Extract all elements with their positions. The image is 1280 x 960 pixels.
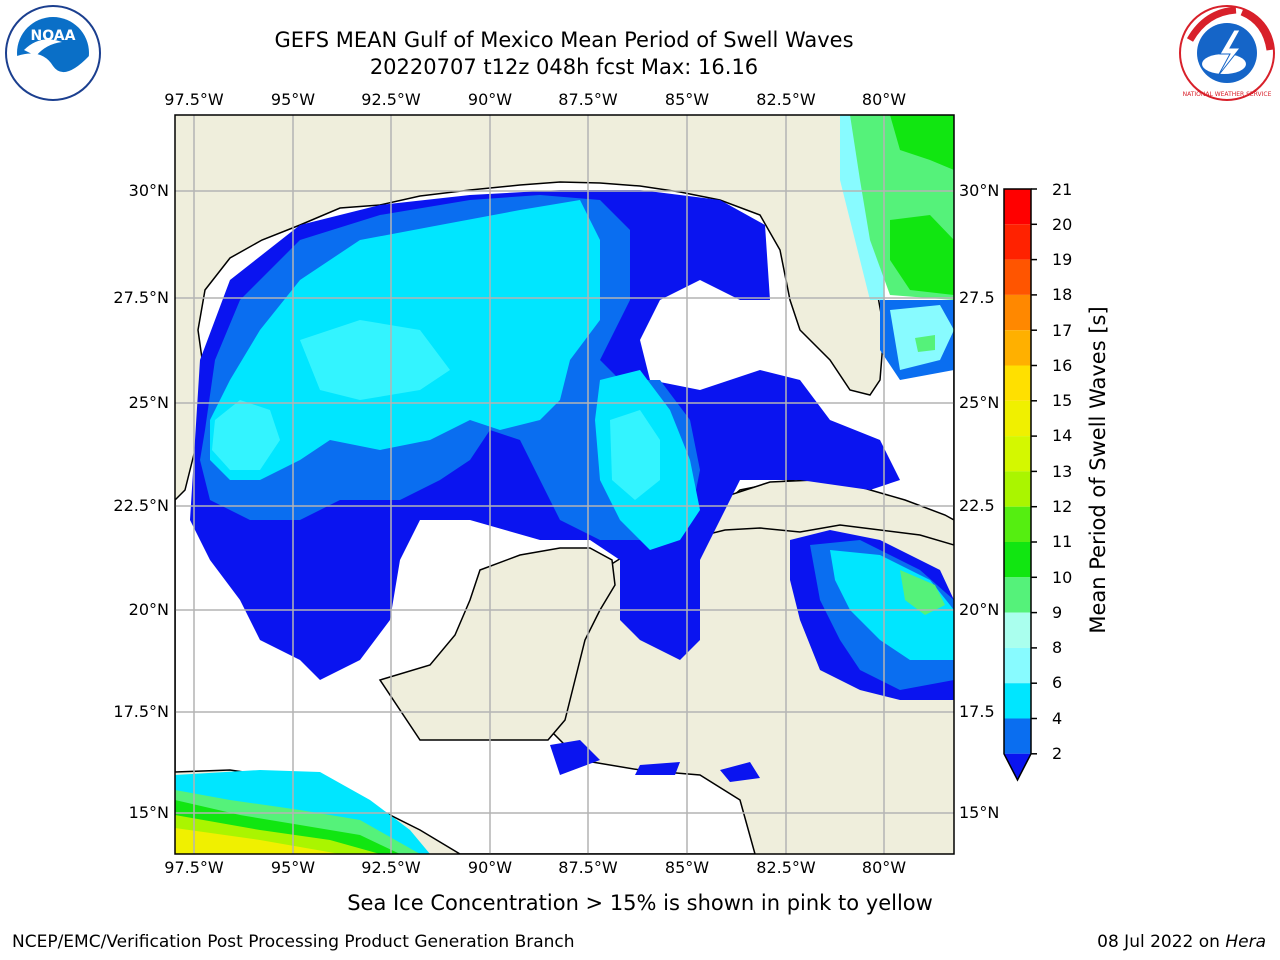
colorbar-tick: 17 (1052, 321, 1073, 340)
noaa-logo-text: NOAA (31, 28, 76, 44)
lat-tick-left: 25°N (128, 393, 169, 412)
lat-tick-left: 15°N (128, 803, 169, 822)
lat-tick-left: 17.5°N (113, 702, 169, 721)
cuba-land (699, 479, 954, 546)
lon-tick-bottom: 82.5°W (756, 858, 816, 877)
colorbar-tick: 4 (1052, 709, 1063, 728)
sea-ice-caption: Sea Ice Concentration > 15% is shown in … (0, 891, 1280, 915)
lat-tick-right: 30°N (959, 181, 1000, 200)
colorbar-label: Mean Period of Swell Waves [s] (1086, 306, 1110, 634)
lat-tick-right: 27.5 (959, 288, 995, 307)
colorbar-tick: 21 (1052, 180, 1073, 199)
map-frame (174, 114, 955, 855)
map-subtitle: 20220707 t12z 048h fcst Max: 16.16 (369, 55, 759, 79)
lon-tick-top: 97.5°W (164, 90, 224, 109)
lon-tick-top: 80°W (861, 90, 907, 109)
colorbar-tick: 20 (1052, 215, 1073, 234)
colorbar-tick: 10 (1052, 568, 1073, 587)
colorbar-tick: 15 (1052, 391, 1073, 410)
lon-tick-top: 82.5°W (756, 90, 816, 109)
noaa-logo: NOAA (5, 5, 101, 101)
lat-tick-left: 30°N (128, 181, 169, 200)
colorbar-tick: 14 (1052, 426, 1073, 445)
lat-tick-left: 22.5°N (113, 496, 169, 515)
colorbar-tick: 11 (1052, 532, 1073, 551)
lon-tick-bottom: 85°W (664, 858, 710, 877)
lat-tick-left: 20°N (128, 600, 169, 619)
lat-tick-right: 17.5 (959, 702, 995, 721)
colorbar-tick: 2 (1052, 744, 1063, 763)
footer-credit: NCEP/EMC/Verification Post Processing Pr… (12, 932, 575, 952)
lon-tick-top: 90°W (467, 90, 513, 109)
colorbar-tick: 8 (1052, 638, 1063, 657)
footer-date-text: 08 Jul 2022 on (1097, 932, 1226, 952)
yucatan-land (378, 547, 616, 741)
lat-tick-right: 25°N (959, 393, 1000, 412)
lon-tick-bottom: 92.5°W (361, 858, 421, 877)
lon-tick-bottom: 97.5°W (164, 858, 224, 877)
colorbar-tick: 16 (1052, 356, 1073, 375)
footer-date: 08 Jul 2022 on Hera (1097, 932, 1266, 952)
lon-tick-top: 85°W (664, 90, 710, 109)
nws-logo-text: NATIONAL WEATHER SERVICE (1183, 91, 1272, 98)
lon-tick-bottom: 80°W (861, 858, 907, 877)
gridlines (175, 115, 954, 854)
colorbar-tick: 12 (1052, 497, 1073, 516)
lon-tick-bottom: 87.5°W (558, 858, 618, 877)
lon-tick-bottom: 90°W (467, 858, 513, 877)
colorbar-tick: 9 (1052, 603, 1063, 622)
lat-tick-right: 22.5 (959, 496, 995, 515)
lon-tick-top: 87.5°W (558, 90, 618, 109)
colorbar-tick: 19 (1052, 250, 1073, 269)
colorbar-tick: 6 (1052, 673, 1063, 692)
colorbar-tick: 13 (1052, 462, 1073, 481)
lon-tick-top: 95°W (270, 90, 316, 109)
footer-host: Hera (1225, 932, 1266, 952)
lat-tick-right: 15°N (959, 803, 1000, 822)
nws-logo: NATIONAL WEATHER SERVICE (1179, 5, 1275, 101)
colorbar-tick: 18 (1052, 285, 1073, 304)
lon-tick-bottom: 95°W (270, 858, 316, 877)
sea-ice-caption-text: Sea Ice Concentration > 15% is shown in … (347, 891, 933, 915)
lon-tick-top: 92.5°W (361, 90, 421, 109)
lat-tick-left: 27.5°N (113, 288, 169, 307)
map-title: GEFS MEAN Gulf of Mexico Mean Period of … (274, 28, 854, 52)
lat-tick-right: 20°N (959, 600, 1000, 619)
colorbar (1003, 188, 1037, 782)
